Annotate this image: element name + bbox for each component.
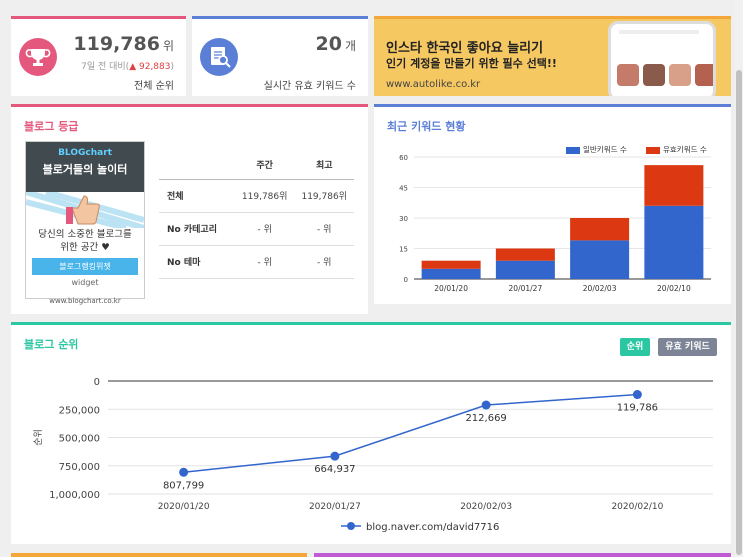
- bar-segment: [570, 218, 630, 241]
- data-point[interactable]: [481, 400, 491, 410]
- total-rank-value: 119,786 위: [73, 33, 174, 55]
- y-tick-label: 1,000,000: [49, 490, 100, 501]
- valid-keyword-button[interactable]: 유효 키워드: [658, 338, 717, 356]
- bar-segment: [644, 165, 704, 206]
- widget-text-2: 위한 공간 ♥: [60, 242, 110, 253]
- ad-subline: 인기 계정을 만들기 위한 필수 선택!!: [386, 57, 557, 70]
- keyword-status-title: 최근 키워드 현황: [387, 120, 466, 133]
- rank-stat-card: 119,786 위 7일 전 대비(▲ 92,883) 전체 순위: [11, 16, 186, 96]
- thumbs-up-icon: [25, 189, 145, 231]
- y-tick-label: 250,000: [59, 405, 100, 416]
- bar-segment: [421, 260, 481, 269]
- y-tick-label: 500,000: [59, 434, 100, 445]
- series-line: [183, 393, 638, 474]
- keyword-status-panel: 최근 키워드 현황 일반키워드 수 유효키워드 수 0 15 30 45 60 20/01…: [374, 104, 731, 304]
- data-label: 807,799: [163, 480, 204, 491]
- y-tick-label: 0: [404, 276, 408, 284]
- total-rank-label: 전체 순위: [134, 81, 174, 92]
- rank-line-chart: 0 250,000 500,000 750,000 1,000,000 순위 2020/01…: [33, 377, 713, 533]
- bar-segment: [644, 205, 704, 279]
- x-tick-label: 2020/02/03: [460, 502, 512, 512]
- data-label: 119,786: [617, 403, 658, 414]
- legend-swatch: [646, 146, 660, 154]
- blog-grade-panel: 블로그 등급 BLOGchart 블로거들의 놀이터 당신의 소중한 블로그를 …: [11, 104, 368, 314]
- rank-button[interactable]: 순위: [620, 338, 650, 356]
- y-tick-label: 45: [399, 185, 408, 193]
- legend-marker: [347, 522, 355, 530]
- bottom-panel-right: [314, 553, 731, 557]
- search-document-icon: [200, 38, 238, 76]
- bar-segment: [495, 260, 555, 279]
- data-label: 212,669: [465, 413, 506, 424]
- best-header: 최고: [294, 151, 354, 180]
- grade-header-row: 주간 최고: [159, 151, 354, 180]
- legend-label: blog.naver.com/david7716: [366, 522, 499, 533]
- keyword-bar-chart: 0 15 30 45 60 20/01/20 20/01/27 20/02/03 20/02/1…: [399, 154, 711, 293]
- trophy-icon: [19, 38, 57, 76]
- valid-keyword-label: 실시간 유효 키워드 수: [263, 81, 356, 92]
- weekly-header: 주간: [234, 151, 295, 180]
- ad-url[interactable]: www.autolike.co.kr: [386, 79, 481, 90]
- y-axis-title: 순위: [33, 429, 44, 446]
- ad-banner[interactable]: 인스타 한국인 좋아요 늘리기 인기 계정을 만들기 위한 필수 선택!! ww…: [374, 16, 731, 96]
- y-tick-label: 750,000: [59, 462, 100, 473]
- x-tick-label: 2020/02/10: [611, 502, 663, 512]
- legend-normal-keyword: 일반키워드 수: [566, 144, 627, 155]
- x-tick-label: 2020/01/27: [309, 502, 361, 512]
- data-point[interactable]: [632, 390, 642, 400]
- y-tick-label: 0: [94, 377, 100, 388]
- x-tick-label: 20/01/27: [509, 284, 543, 293]
- legend-swatch: [566, 146, 580, 154]
- x-tick-label: 20/02/03: [583, 284, 617, 293]
- legend-valid-keyword: 유효키워드 수: [646, 144, 707, 155]
- widget-title: 블로거들의 놀이터: [42, 163, 128, 176]
- data-point[interactable]: [179, 467, 189, 477]
- scrollbar-thumb[interactable]: [736, 70, 742, 555]
- blog-grade-title: 블로그 등급: [24, 120, 79, 133]
- bar-segment: [495, 248, 555, 261]
- table-row: No 테마 - 위 - 위: [159, 245, 354, 279]
- blogchart-widget[interactable]: BLOGchart 블로거들의 놀이터 당신의 소중한 블로그를 위한 공간 ♥…: [25, 141, 145, 305]
- widget-button[interactable]: 블로그랭킹위젯: [32, 258, 138, 275]
- widget-small-label: widget: [71, 278, 99, 287]
- scrollbar-track[interactable]: [735, 0, 743, 557]
- widget-brand: BLOGchart: [58, 148, 112, 158]
- bottom-panel-left: [11, 553, 307, 557]
- grade-table: 주간 최고 전체 119,786위 119,786위 No 카테고리 - 위 -…: [159, 151, 354, 279]
- keyword-stat-card: 20 개 실시간 유효 키워드 수: [192, 16, 368, 96]
- widget-text-1: 당신의 소중한 블로그를: [38, 229, 132, 240]
- blog-rank-title: 블로그 순위: [24, 338, 79, 351]
- data-point[interactable]: [330, 451, 340, 461]
- bar-segment: [421, 268, 481, 279]
- widget-url[interactable]: www.blogchart.co.kr: [49, 297, 121, 305]
- table-row: No 카테고리 - 위 - 위: [159, 212, 354, 246]
- y-tick-label: 60: [399, 154, 408, 162]
- data-label: 664,937: [314, 464, 355, 475]
- x-tick-label: 2020/01/20: [158, 502, 210, 512]
- x-tick-label: 20/02/10: [657, 284, 691, 293]
- phone-image: [608, 21, 716, 96]
- x-tick-label: 20/01/20: [434, 284, 468, 293]
- y-tick-label: 15: [399, 246, 408, 254]
- rank-change: 7일 전 대비(▲ 92,883): [81, 62, 174, 72]
- ad-headline: 인스타 한국인 좋아요 늘리기: [386, 41, 544, 56]
- blog-rank-panel: 블로그 순위 순위 유효 키워드 0 250,000 500,000 750,000 1…: [11, 322, 731, 544]
- bar-segment: [570, 240, 630, 279]
- table-row: 전체 119,786위 119,786위: [159, 179, 354, 213]
- valid-keyword-count: 20 개: [315, 33, 357, 55]
- y-tick-label: 30: [399, 215, 408, 223]
